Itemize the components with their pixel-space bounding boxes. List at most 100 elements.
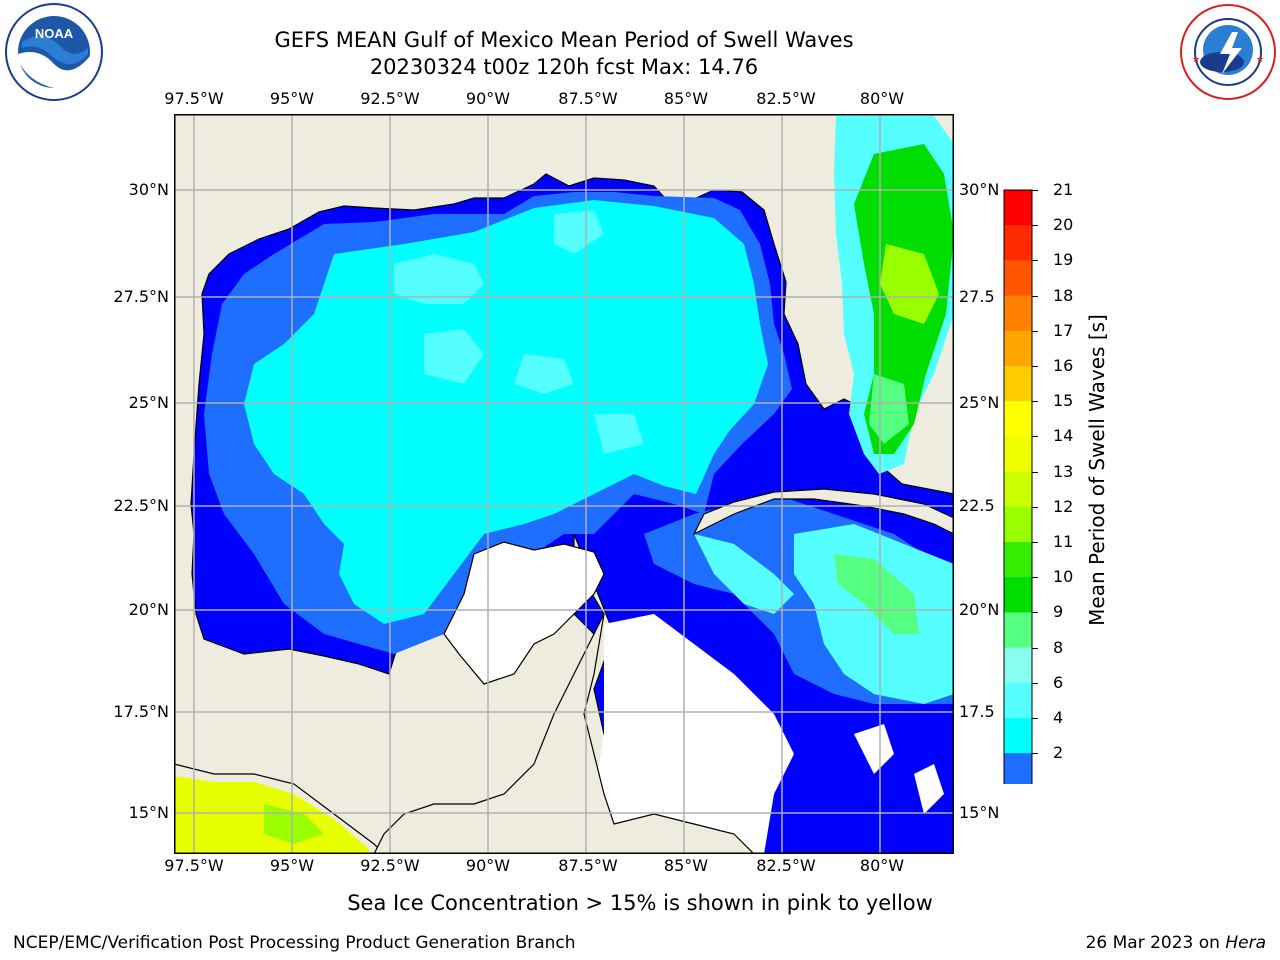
nws-logo: ★ ★ (1180, 4, 1276, 100)
colorbar-segment (1004, 506, 1032, 543)
colorbar-tick-mark (1032, 190, 1038, 191)
map-border (174, 114, 954, 854)
lon-tick-bottom: 87.5°W (558, 856, 618, 875)
colorbar-segment (1004, 647, 1032, 684)
lon-tick-top: 97.5°W (164, 89, 224, 108)
lon-tick-bottom: 82.5°W (756, 856, 816, 875)
colorbar (1003, 189, 1033, 784)
lat-tick-left: 15°N (128, 803, 169, 822)
colorbar-tick-label: 10 (1053, 567, 1074, 587)
lon-tick-top: 87.5°W (558, 89, 618, 108)
colorbar-tick-label: 9 (1053, 602, 1064, 622)
yucatan-nodata (443, 541, 605, 685)
lat-tick-left: 25°N (128, 393, 169, 412)
colorbar-segment (1004, 225, 1032, 261)
colorbar-segment (1004, 401, 1032, 437)
colorbar-tick-label: 4 (1053, 708, 1064, 727)
colorbar-segment (1004, 542, 1032, 578)
colorbar-tick-mark (1032, 542, 1038, 543)
colorbar-segment (1004, 260, 1032, 297)
colorbar-tick-label: 8 (1053, 637, 1064, 657)
footer-host: Hera (1225, 933, 1266, 953)
colorbar-segment (1004, 753, 1032, 784)
svg-text:★: ★ (1192, 54, 1200, 64)
colorbar-tick-mark (1032, 718, 1038, 719)
lon-tick-top: 82.5°W (756, 89, 816, 108)
lat-tick-left: 30°N (128, 180, 169, 199)
chart-subtitle: 20230324 t00z 120h fcst Max: 14.76 (369, 55, 759, 79)
colorbar-segment (1004, 436, 1032, 473)
lat-tick-right: 30°N (959, 180, 1000, 199)
colorbar-segment (1004, 330, 1032, 367)
cuba-land (692, 488, 954, 536)
colorbar-tick-mark (1032, 436, 1038, 438)
colorbar-tick-mark (1032, 682, 1038, 684)
colorbar-tick-mark (1032, 506, 1038, 508)
colorbar-segment (1004, 190, 1032, 226)
noaa-logo: NOAA (5, 3, 103, 101)
colorbar-segment (1004, 295, 1032, 332)
swell-period-map (174, 114, 954, 854)
swell-band-6-8 (394, 210, 644, 454)
chart-title: GEFS MEAN Gulf of Mexico Mean Period of … (274, 28, 854, 52)
lon-tick-top: 85°W (663, 89, 709, 108)
colorbar-tick-label: 12 (1053, 496, 1074, 516)
colorbar-tick-mark (1032, 295, 1038, 297)
colorbar-segment (1004, 682, 1032, 719)
graticule (174, 114, 954, 854)
colorbar-label: Mean Period of Swell Waves [s] (1085, 314, 1109, 626)
lat-tick-right: 25°N (959, 393, 1000, 412)
lon-tick-bottom: 97.5°W (164, 856, 224, 875)
colorbar-tick-mark (1032, 753, 1038, 755)
lon-tick-bottom: 95°W (269, 856, 315, 875)
lat-tick-right: 17.5 (959, 702, 995, 721)
colorbar-tick-label: 6 (1053, 672, 1064, 692)
colorbar-tick-label: 14 (1053, 426, 1074, 446)
colorbar-tick-mark (1032, 260, 1038, 262)
swell-band-4-6 (244, 200, 768, 624)
lat-tick-left: 22.5°N (113, 496, 169, 515)
lon-tick-top: 80°W (859, 89, 905, 108)
colorbar-tick-label: 15 (1053, 391, 1074, 411)
colorbar-tick-label: 2 (1053, 743, 1064, 763)
colorbar-tick-mark (1032, 612, 1038, 614)
colorbar-tick-label: 17 (1053, 320, 1074, 340)
colorbar-tick-label: 18 (1053, 285, 1074, 305)
lon-tick-bottom: 85°W (663, 856, 709, 875)
footer-date: 26 Mar 2023 on Hera (1086, 933, 1266, 953)
south-nodata (594, 614, 794, 854)
lat-tick-right: 20°N (959, 600, 1000, 619)
colorbar-tick-label: 11 (1053, 532, 1074, 551)
colorbar-segment (1004, 577, 1032, 613)
colorbar-segment (1004, 366, 1032, 402)
colorbar-tick-mark (1032, 471, 1038, 473)
colorbar-tick-mark (1032, 366, 1038, 367)
lon-tick-top: 95°W (269, 89, 315, 108)
colorbar-tick-mark (1032, 330, 1038, 332)
colorbar-tick-label: 20 (1053, 215, 1074, 235)
footer-credit: NCEP/EMC/Verification Post Processing Pr… (13, 933, 576, 953)
lat-tick-right: 15°N (959, 803, 1000, 822)
lat-tick-right: 27.5 (959, 287, 995, 306)
lon-tick-bottom: 80°W (859, 856, 905, 875)
lon-tick-bottom: 90°W (465, 856, 511, 875)
colorbar-tick-label: 16 (1053, 356, 1074, 375)
colorbar-tick-mark (1032, 225, 1038, 227)
noaa-logo-text: NOAA (35, 26, 74, 41)
lat-tick-left: 27.5°N (113, 287, 169, 306)
svg-text:★: ★ (1256, 54, 1264, 64)
colorbar-tick-label: 13 (1053, 461, 1074, 481)
sea-ice-note: Sea Ice Concentration > 15% is shown in … (347, 891, 933, 915)
lat-tick-right: 22.5 (959, 496, 995, 515)
colorbar-segment (1004, 612, 1032, 649)
colorbar-tick-mark (1032, 577, 1038, 579)
lon-tick-top: 90°W (465, 89, 511, 108)
colorbar-tick-label: 19 (1053, 250, 1074, 270)
lat-tick-left: 17.5°N (113, 702, 169, 721)
footer-date-text: 26 Mar 2023 on (1085, 933, 1226, 953)
lon-tick-top: 92.5°W (360, 89, 420, 108)
colorbar-outline (1003, 189, 1033, 784)
colorbar-tick-mark (1032, 647, 1038, 649)
lon-tick-bottom: 92.5°W (360, 856, 420, 875)
mexico-south-land (373, 613, 755, 854)
